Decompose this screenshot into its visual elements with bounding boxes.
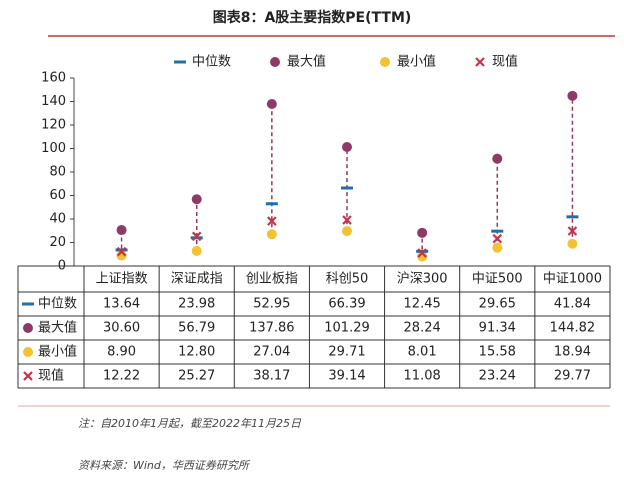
point bbox=[492, 233, 503, 244]
table-cell: 27.04 bbox=[253, 345, 290, 360]
point bbox=[567, 90, 578, 101]
column-header: 中证1000 bbox=[543, 272, 602, 287]
table-cell: 144.82 bbox=[550, 321, 596, 336]
table-cell: 12.22 bbox=[103, 369, 140, 384]
legend-label: 中位数 bbox=[192, 55, 231, 70]
table-cell: 18.94 bbox=[554, 345, 591, 360]
table-cell: 23.24 bbox=[479, 369, 516, 384]
table-cell: 29.71 bbox=[328, 345, 365, 360]
y-tick-label: 60 bbox=[49, 188, 66, 203]
y-tick-label: 100 bbox=[41, 141, 66, 156]
legend-label: 现值 bbox=[492, 54, 518, 70]
point bbox=[342, 226, 352, 237]
table-cell: 15.58 bbox=[479, 345, 516, 360]
table-cell: 41.84 bbox=[554, 297, 591, 312]
point bbox=[191, 194, 202, 205]
table-cell: 11.08 bbox=[404, 369, 441, 384]
row-header: 中位数 bbox=[38, 297, 77, 312]
table-cell: 8.01 bbox=[408, 345, 437, 360]
column-header: 沪深300 bbox=[397, 271, 448, 287]
point bbox=[191, 231, 202, 242]
point bbox=[267, 216, 277, 226]
table-cell: 101.29 bbox=[324, 321, 370, 336]
table-marker bbox=[23, 347, 33, 357]
table-cell: 28.24 bbox=[404, 321, 441, 336]
table-cell: 52.95 bbox=[253, 297, 290, 312]
table-cell: 12.80 bbox=[178, 345, 215, 360]
y-tick-label: 80 bbox=[49, 165, 66, 180]
legend-label: 最大值 bbox=[287, 54, 326, 70]
chart-title: 图表8：A股主要指数PE(TTM) bbox=[213, 9, 412, 26]
row-header: 最大值 bbox=[38, 320, 77, 336]
row-header: 现值 bbox=[38, 368, 64, 384]
table-cell: 25.27 bbox=[178, 369, 215, 384]
table-cell: 66.39 bbox=[328, 297, 365, 312]
table-marker bbox=[23, 371, 33, 381]
note: 注：自2010年1月起，截至2022年11月25日 bbox=[78, 417, 302, 430]
point bbox=[417, 248, 427, 258]
table-cell: 91.34 bbox=[479, 321, 516, 336]
column-header: 上证指数 bbox=[96, 272, 148, 287]
table-cell: 39.14 bbox=[328, 369, 365, 384]
point bbox=[191, 245, 202, 256]
table-cell: 23.98 bbox=[178, 297, 215, 312]
table-cell: 30.60 bbox=[103, 321, 140, 336]
point bbox=[567, 238, 578, 249]
column-header: 中证500 bbox=[472, 272, 523, 287]
table-cell: 29.65 bbox=[479, 297, 516, 312]
table-cell: 56.79 bbox=[178, 321, 215, 336]
y-tick-label: 140 bbox=[41, 94, 66, 109]
point bbox=[266, 99, 277, 110]
table-cell: 12.45 bbox=[404, 297, 441, 312]
point bbox=[567, 226, 578, 236]
legend-label: 最小值 bbox=[397, 54, 436, 70]
y-tick-label: 20 bbox=[49, 235, 66, 250]
point bbox=[492, 153, 503, 164]
table-cell: 8.90 bbox=[107, 345, 136, 360]
point bbox=[266, 229, 277, 240]
legend-marker bbox=[475, 57, 485, 67]
column-header: 深证成指 bbox=[171, 272, 223, 287]
point bbox=[116, 225, 127, 236]
table-cell: 137.86 bbox=[249, 321, 295, 336]
table-cell: 29.77 bbox=[554, 369, 591, 384]
column-header: 创业板指 bbox=[246, 272, 298, 287]
point bbox=[342, 141, 352, 152]
table-cell: 13.64 bbox=[103, 297, 140, 312]
point bbox=[116, 246, 127, 257]
y-tick-label: 120 bbox=[41, 118, 66, 133]
source: 资料来源：Wind，华西证券研究所 bbox=[78, 459, 251, 472]
point bbox=[417, 227, 428, 238]
y-tick-label: 160 bbox=[41, 71, 66, 86]
point bbox=[492, 242, 503, 253]
table-cell: 38.17 bbox=[253, 369, 290, 384]
point bbox=[342, 215, 352, 225]
column-header: 科创50 bbox=[326, 272, 369, 287]
row-header: 最小值 bbox=[38, 344, 77, 360]
y-tick-label: 40 bbox=[49, 212, 66, 227]
legend-marker bbox=[270, 57, 280, 67]
table-marker bbox=[23, 323, 33, 333]
legend-marker bbox=[380, 57, 390, 67]
